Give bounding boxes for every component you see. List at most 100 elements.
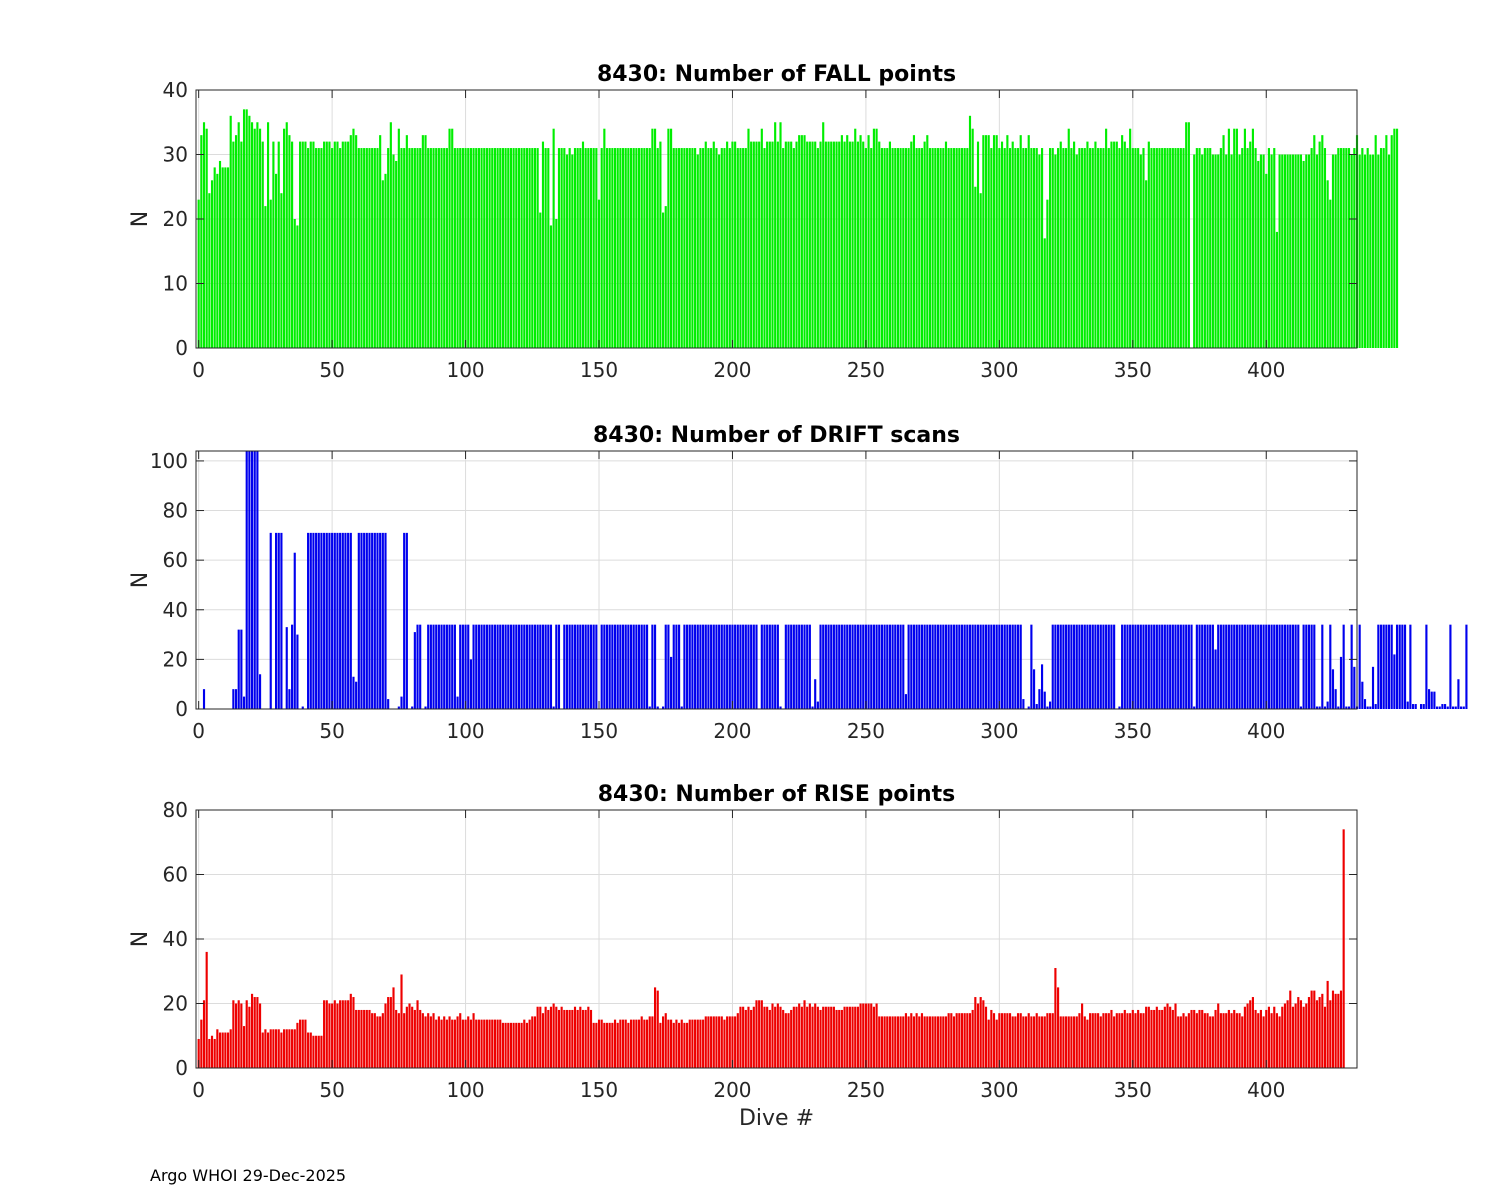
drift-y-tick-label: 40 (163, 598, 188, 622)
rise-bar (752, 1006, 755, 1068)
fall-bar (392, 154, 395, 348)
drift-bar (910, 624, 913, 709)
rise-bar (509, 1022, 513, 1068)
rise-bar (491, 1019, 494, 1069)
fall-bar (1203, 148, 1206, 348)
drift-bar (461, 624, 464, 709)
drift-bar (355, 681, 358, 709)
fall-bar (968, 115, 972, 348)
drift-bar (1198, 624, 1201, 709)
fall-bar (963, 148, 966, 348)
rise-bar (808, 1003, 811, 1068)
fall-y-tick-label: 20 (163, 207, 188, 231)
rise-bar (1062, 1016, 1065, 1068)
fall-bar (597, 199, 601, 348)
fall-bar (266, 122, 270, 348)
drift-bar (1190, 624, 1193, 709)
rise-x-axis-label: Dive # (739, 1106, 814, 1131)
rise-bar (325, 1000, 328, 1068)
rise-bar (984, 1006, 988, 1068)
drift-bar (888, 624, 891, 709)
rise-bar (694, 1019, 697, 1069)
fall-bar (645, 148, 649, 348)
rise-bar (499, 1019, 502, 1069)
fall-bar (250, 122, 254, 348)
fall-bar (659, 141, 662, 348)
drift-bar (1014, 624, 1017, 709)
rise-bar (651, 1016, 654, 1068)
rise-bar (435, 1019, 438, 1069)
fall-bar (824, 141, 827, 348)
fall-bar (587, 148, 590, 348)
fall-bar (907, 148, 910, 348)
drift-bar (808, 624, 811, 709)
fall-bar (966, 148, 969, 348)
drift-bar (1385, 624, 1388, 709)
rise-bar (312, 1035, 315, 1068)
drift-bar (678, 624, 681, 709)
rise-bar (742, 1006, 745, 1068)
rise-bar (1014, 1016, 1017, 1068)
drift-x-tick-label: 150 (580, 719, 618, 743)
drift-bar (824, 624, 827, 709)
fall-bar (429, 148, 432, 348)
drift-bar (437, 624, 440, 709)
drift-bar (499, 624, 502, 709)
fall-bar (1019, 135, 1022, 348)
fall-bar (483, 148, 486, 348)
rise-bar (291, 1029, 294, 1068)
fall-bar (365, 148, 368, 348)
rise-bar (1163, 1006, 1166, 1068)
rise-bar (448, 1016, 451, 1068)
drift-x-tick-label: 250 (847, 719, 885, 743)
drift-bar (1214, 649, 1217, 709)
rise-bar (960, 1013, 964, 1068)
fall-bar (1350, 154, 1353, 348)
rise-bar (613, 1019, 617, 1069)
rise-bar (776, 1003, 779, 1068)
fall-bar (1329, 199, 1332, 348)
rise-bar (918, 1016, 921, 1068)
drift-bar (587, 624, 590, 709)
drift-bar (379, 532, 382, 709)
drift-bar (766, 624, 769, 709)
rise-bar (878, 1016, 881, 1068)
drift-bar (616, 624, 619, 709)
drift-bar (1067, 624, 1070, 709)
fall-bar (451, 128, 454, 348)
drift-bar (533, 624, 537, 709)
drift-bar (728, 624, 731, 709)
drift-bar (864, 624, 867, 709)
rise-bar (1000, 1013, 1004, 1068)
fall-bar (827, 141, 830, 348)
fall-bar (1395, 128, 1399, 348)
drift-bar (496, 624, 499, 709)
fall-bar (1393, 128, 1396, 348)
rise-bar (339, 1000, 342, 1068)
fall-bar (1129, 128, 1132, 348)
rise-bar (1286, 1000, 1289, 1068)
drift-bar (1273, 624, 1276, 709)
drift-bar (1206, 624, 1209, 709)
drift-bar (923, 624, 926, 709)
drift-bar (856, 624, 859, 709)
drift-bar (878, 624, 881, 709)
rise-bar (739, 1006, 742, 1068)
drift-bar (952, 624, 956, 709)
rise-bar (1054, 968, 1057, 1068)
rise-bar (523, 1019, 526, 1069)
fall-bar (560, 148, 563, 348)
rise-bar (1235, 1013, 1238, 1068)
drift-bar (464, 624, 467, 709)
fall-bar (982, 135, 985, 348)
fall-bar (667, 128, 670, 348)
drift-bar (920, 624, 924, 709)
drift-bar (1291, 624, 1295, 709)
drift-bar (1460, 706, 1463, 709)
drift-bar (1046, 706, 1049, 709)
drift-bar (1339, 656, 1343, 709)
rise-bar (1342, 829, 1345, 1068)
drift-bar (325, 532, 328, 709)
drift-bar (995, 624, 998, 709)
